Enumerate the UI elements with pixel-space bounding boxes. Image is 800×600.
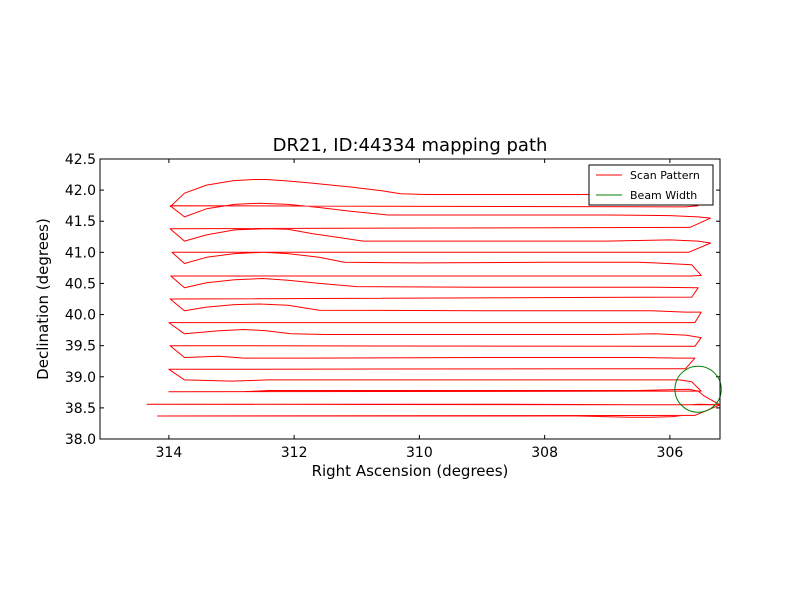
plot-frame [99,158,721,440]
y-tick-label: 41.0 [65,245,96,261]
y-tick-label: 39.5 [65,339,96,355]
series-layer [146,179,722,418]
y-tick-label: 40.5 [65,276,96,292]
y-tick-label: 39.0 [65,370,96,386]
x-tick-label: 308 [531,445,558,461]
y-tick-label: 42.5 [65,152,96,168]
y-tick-label: 41.5 [65,214,96,230]
chart-title: DR21, ID:44334 mapping path [273,135,548,156]
x-tick-label: 314 [156,445,183,461]
x-axis-title: Right Ascension (degrees) [312,462,509,480]
y-axis-title: Declination (degrees) [34,218,52,380]
x-tick-label: 310 [406,445,433,461]
x-axis: 314 312 310 308 306 [156,159,684,461]
x-tick-label: 312 [281,445,308,461]
x-tick-label: 306 [657,445,684,461]
legend: Scan Pattern Beam Width [588,164,714,206]
plot-area: 314 312 310 308 306 38.0 38.5 39.0 39.5 40.0 40.5… [65,152,722,461]
beam-width-circle [674,365,722,413]
legend-box [588,164,714,206]
y-tick-label: 38.0 [65,432,96,448]
y-tick-label: 40.0 [65,308,96,324]
y-tick-label: 42.0 [65,183,96,199]
scan-pattern-line [146,179,720,418]
legend-label-scan-pattern: Scan Pattern [630,169,700,182]
legend-label-beam-width: Beam Width [630,189,697,202]
y-tick-label: 38.5 [65,401,96,417]
y-axis: 38.0 38.5 39.0 39.5 40.0 40.5 41.0 41.5 42.0 42.5 [65,152,720,448]
